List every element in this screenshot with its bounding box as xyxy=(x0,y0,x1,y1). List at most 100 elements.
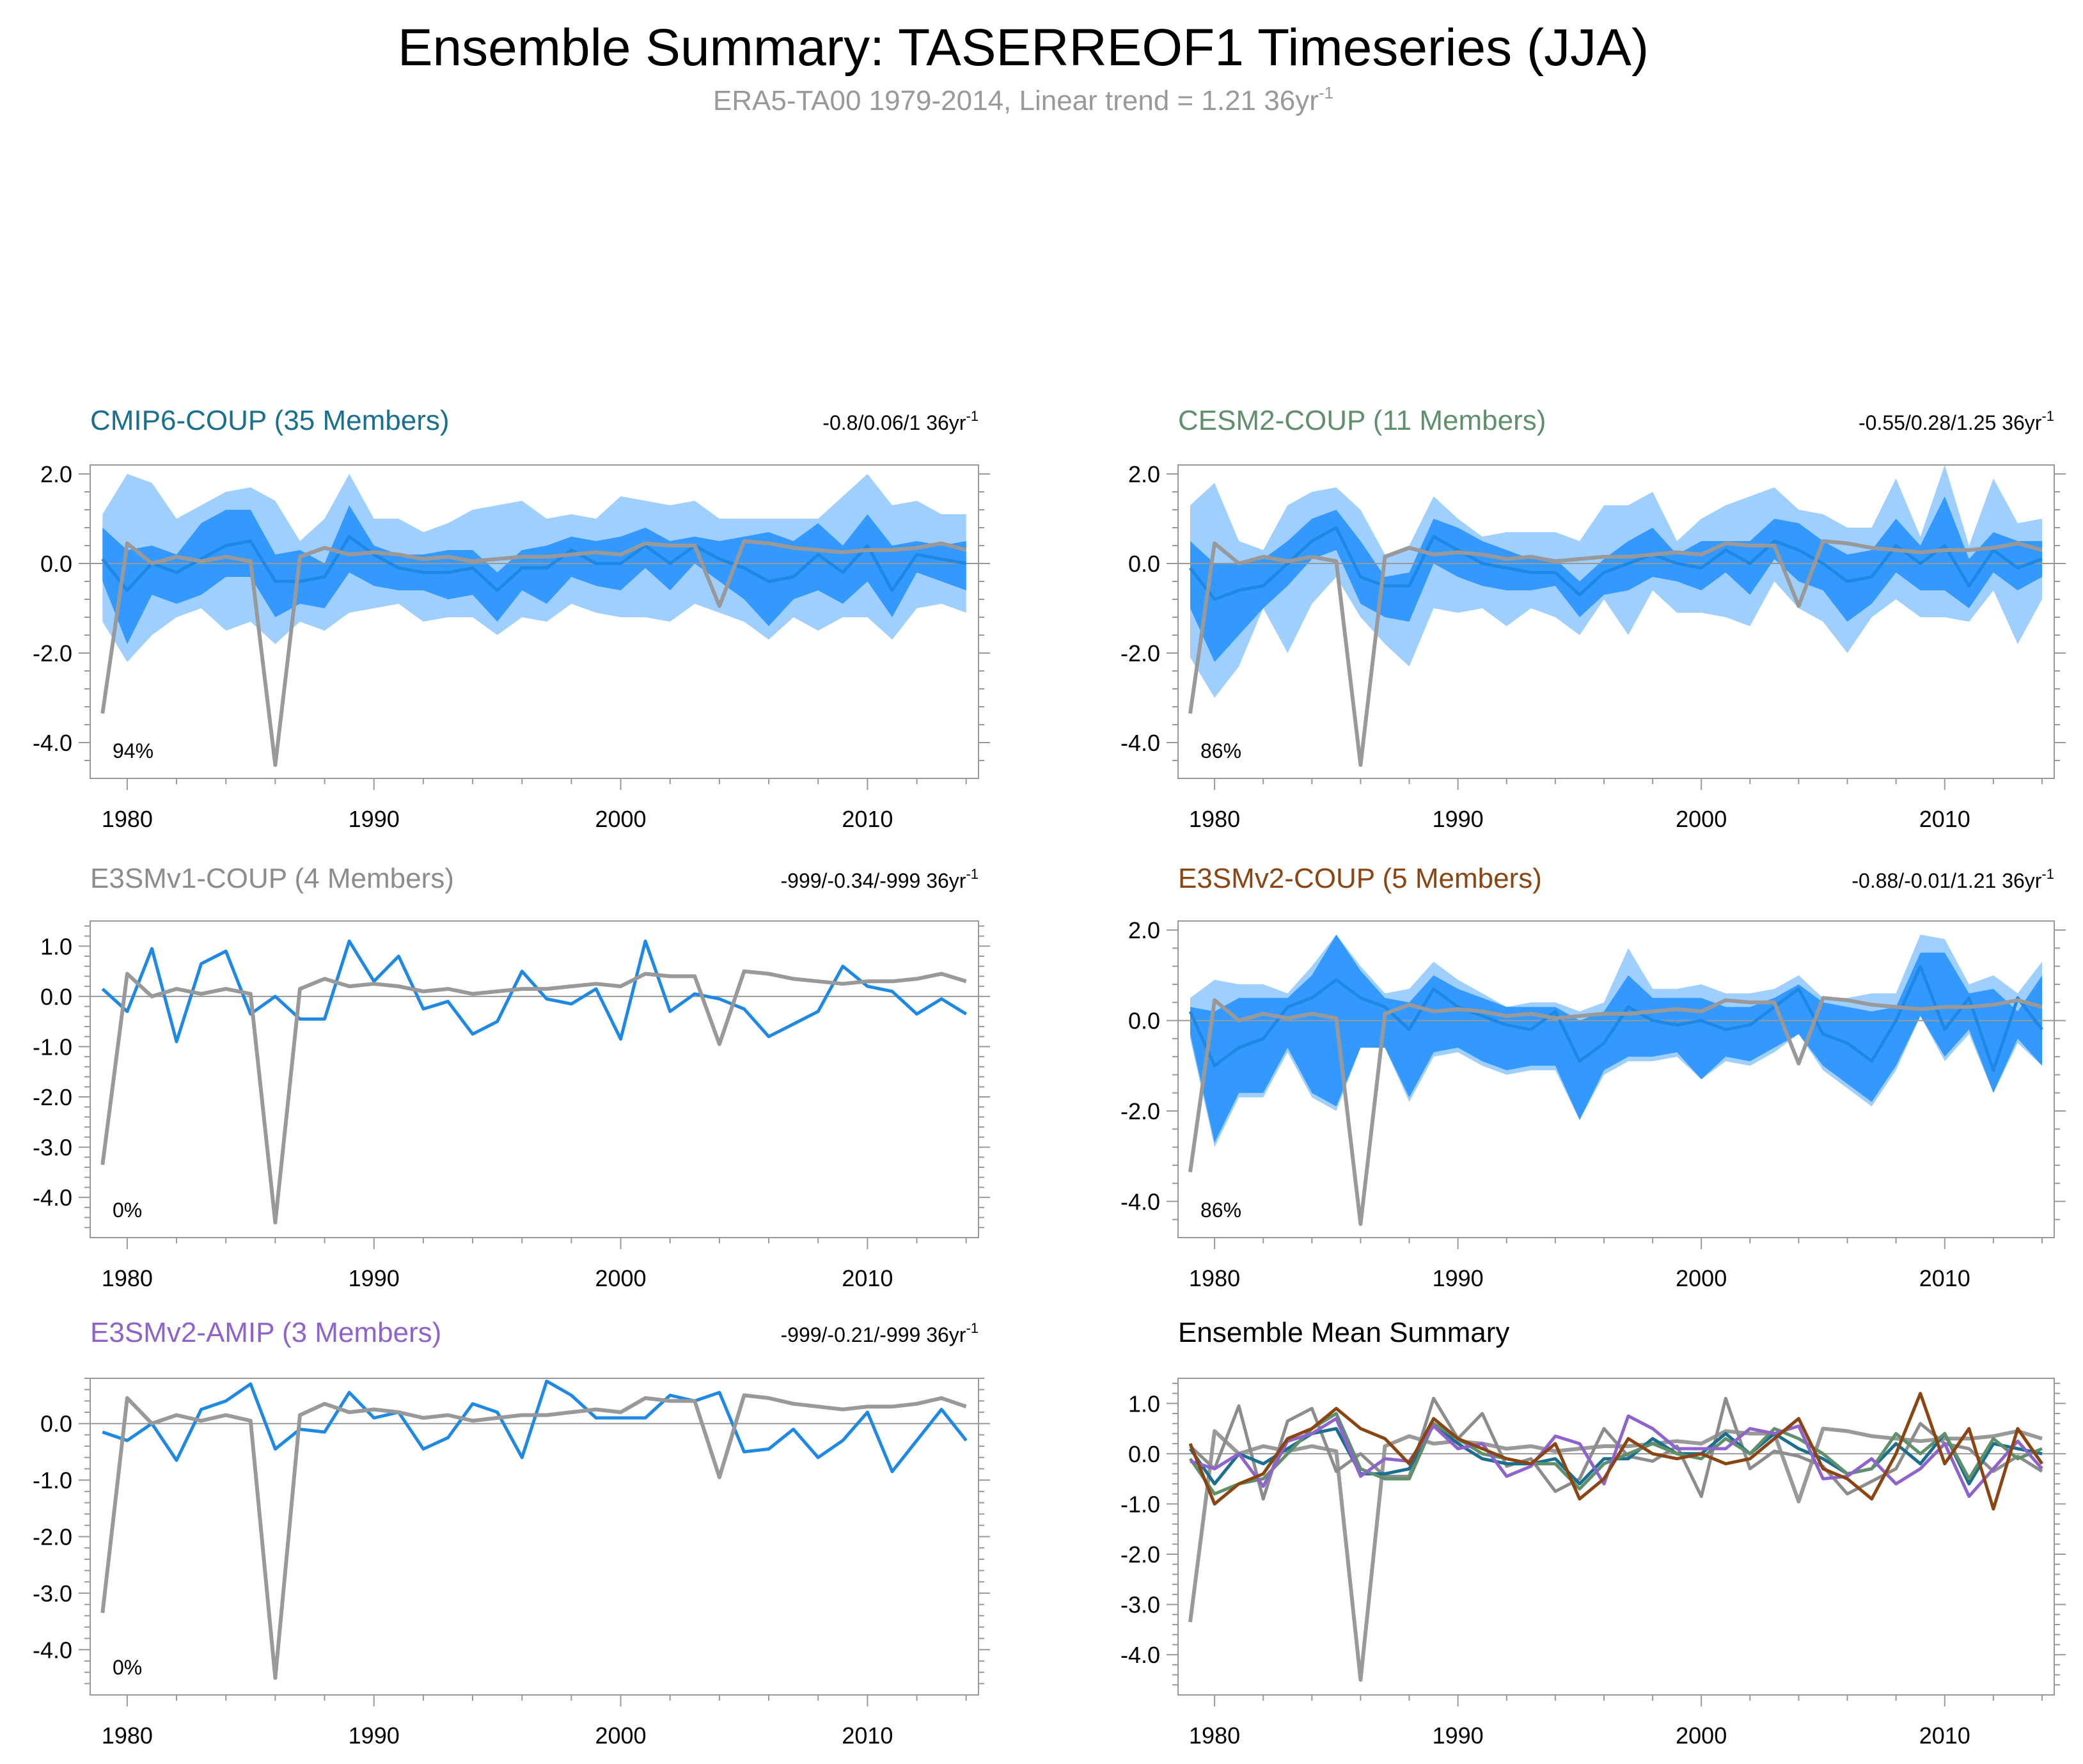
y-tick-label: 1.0 xyxy=(40,933,72,959)
panel-title: CESM2-COUP (11 Members) xyxy=(1178,405,1546,436)
x-tick-label: 1990 xyxy=(349,806,400,832)
y-tick-label: -2.0 xyxy=(33,640,72,666)
plot-frame xyxy=(1177,464,2055,779)
plot-area xyxy=(90,474,979,767)
panel-ensemble_mean: Ensemble Mean Summary 1.0 0.0 -1.0 -2.0 -3.0 -… xyxy=(1120,1317,2066,1749)
panel-stats-superscript: -1 xyxy=(966,408,979,424)
plot-area xyxy=(90,939,979,1225)
agreement-percent: 86% xyxy=(1200,739,1241,762)
y-tick-label: 2.0 xyxy=(1128,917,1160,943)
plot-frame xyxy=(90,1378,979,1696)
x-tick-label: 1980 xyxy=(1189,1265,1240,1291)
panel-title: Ensemble Mean Summary xyxy=(1178,1317,1509,1348)
plot-frame xyxy=(1177,1378,2055,1696)
plot-frame xyxy=(90,464,979,779)
panel-stats-text: -999/-0.34/-999 36yr xyxy=(780,869,966,892)
y-tick-label: 0.0 xyxy=(1128,1008,1160,1034)
x-tick-label: 2010 xyxy=(1919,1722,1970,1749)
panel-stats: -0.8/0.06/1 36yr-1 xyxy=(822,408,979,434)
y-tick-label: -4.0 xyxy=(33,1637,72,1663)
observed-line xyxy=(1188,996,2043,1226)
panel-stats: -0.88/-0.01/1.21 36yr-1 xyxy=(1851,866,2054,892)
observed-line xyxy=(1188,1426,2043,1682)
figure-subtitle-superscript: -1 xyxy=(1319,83,1333,102)
series-line-e3smv2-coup xyxy=(1188,1392,2044,1511)
plot-area xyxy=(1178,934,2054,1226)
x-tick-label: 1990 xyxy=(1433,806,1484,832)
y-tick-label: -4.0 xyxy=(1120,1188,1160,1215)
panels: CMIP6-COUP (35 Members) -0.8/0.06/1 36yr-… xyxy=(33,405,2066,1749)
panel-e3smv2_amip: E3SMv2-AMIP (3 Members) -999/-0.21/-999 3… xyxy=(33,1317,990,1749)
x-tick-label: 2010 xyxy=(1919,1265,1970,1291)
band-inner xyxy=(1190,496,2042,662)
plot-area xyxy=(90,1379,979,1680)
observed-line xyxy=(100,1393,967,1680)
x-tick-label: 2010 xyxy=(842,1722,893,1749)
y-tick-label: -2.0 xyxy=(1120,1541,1160,1568)
x-tick-label: 2000 xyxy=(595,806,646,832)
plot-frame xyxy=(90,920,979,1238)
x-tick-label: 2000 xyxy=(1676,1265,1727,1291)
x-tick-label: 2010 xyxy=(1919,806,1970,832)
x-tick-label: 2010 xyxy=(842,806,893,832)
x-tick-label: 1990 xyxy=(349,1722,400,1749)
plot-area xyxy=(1178,1392,2054,1682)
y-tick-label: -2.0 xyxy=(1120,640,1160,666)
y-tick-label: -4.0 xyxy=(1120,1642,1160,1668)
plot-frame xyxy=(1177,920,2055,1238)
band-inner xyxy=(1190,934,2042,1143)
ensemble-mean-line xyxy=(101,939,968,1044)
y-tick-label: 0.0 xyxy=(40,1411,72,1437)
y-tick-label: -4.0 xyxy=(33,1185,72,1211)
y-tick-label: 2.0 xyxy=(1128,461,1160,487)
panel-stats: -999/-0.21/-999 36yr-1 xyxy=(780,1320,979,1346)
y-tick-label: -3.0 xyxy=(1120,1592,1160,1618)
observed-line xyxy=(1188,539,2043,767)
ensemble-mean-line xyxy=(102,1379,968,1474)
series-line-e3smv1-coup xyxy=(1189,1396,2043,1501)
panel-stats-text: -0.8/0.06/1 36yr xyxy=(822,411,966,434)
y-tick-label: -4.0 xyxy=(33,730,72,756)
figure-subtitle-text: ERA5-TA00 1979-2014, Linear trend = 1.21… xyxy=(713,85,1319,116)
x-tick-label: 1980 xyxy=(1189,806,1240,832)
panel-stats-superscript: -1 xyxy=(966,1320,979,1336)
x-tick-label: 1980 xyxy=(102,1722,153,1749)
x-tick-label: 1980 xyxy=(102,1265,153,1291)
panel-cmip6: CMIP6-COUP (35 Members) -0.8/0.06/1 36yr-… xyxy=(33,405,990,832)
panel-title: E3SMv2-COUP (5 Members) xyxy=(1178,863,1542,894)
panel-title: E3SMv2-AMIP (3 Members) xyxy=(90,1317,441,1348)
x-tick-label: 1990 xyxy=(1433,1265,1484,1291)
x-tick-label: 2000 xyxy=(1676,1722,1727,1749)
y-tick-label: -2.0 xyxy=(1120,1098,1160,1124)
panel-stats: -0.55/0.28/1.25 36yr-1 xyxy=(1859,408,2054,434)
panel-stats-superscript: -1 xyxy=(966,866,979,882)
y-tick-label: -1.0 xyxy=(1120,1491,1160,1517)
panel-stats: -999/-0.34/-999 36yr-1 xyxy=(780,866,979,892)
x-tick-label: 1990 xyxy=(349,1265,400,1291)
figure-title: Ensemble Summary: TASERREOF1 Timeseries … xyxy=(398,19,1649,77)
panel-title: E3SMv1-COUP (4 Members) xyxy=(90,863,454,894)
figure-subtitle: ERA5-TA00 1979-2014, Linear trend = 1.21… xyxy=(713,83,1333,116)
y-tick-label: -4.0 xyxy=(1120,730,1160,756)
ensemble-mean-line xyxy=(1188,965,2043,1072)
y-tick-label: 0.0 xyxy=(1128,1441,1160,1467)
panel-cesm2: CESM2-COUP (11 Members) -0.55/0.28/1.25 3… xyxy=(1120,405,2066,832)
y-tick-label: -1.0 xyxy=(33,1034,72,1060)
panel-stats-text: -0.55/0.28/1.25 36yr xyxy=(1859,411,2042,434)
y-tick-label: 0.0 xyxy=(1128,551,1160,577)
x-tick-label: 1990 xyxy=(1433,1722,1484,1749)
panel-stats-text: -0.88/-0.01/1.21 36yr xyxy=(1851,869,2041,892)
series-line-e3smv2-amip xyxy=(1190,1414,2043,1499)
y-tick-label: -3.0 xyxy=(33,1580,72,1607)
agreement-percent: 0% xyxy=(113,1199,142,1222)
x-tick-label: 2000 xyxy=(1676,806,1727,832)
panel-stats-superscript: -1 xyxy=(2041,866,2054,882)
y-tick-label: 0.0 xyxy=(40,551,72,577)
y-tick-label: 2.0 xyxy=(40,461,72,487)
ensemble-mean-line xyxy=(101,535,967,592)
observed-line xyxy=(100,969,967,1225)
panel-e3smv1: E3SMv1-COUP (4 Members) -999/-0.34/-999 3… xyxy=(33,863,990,1291)
y-tick-label: -2.0 xyxy=(33,1524,72,1550)
